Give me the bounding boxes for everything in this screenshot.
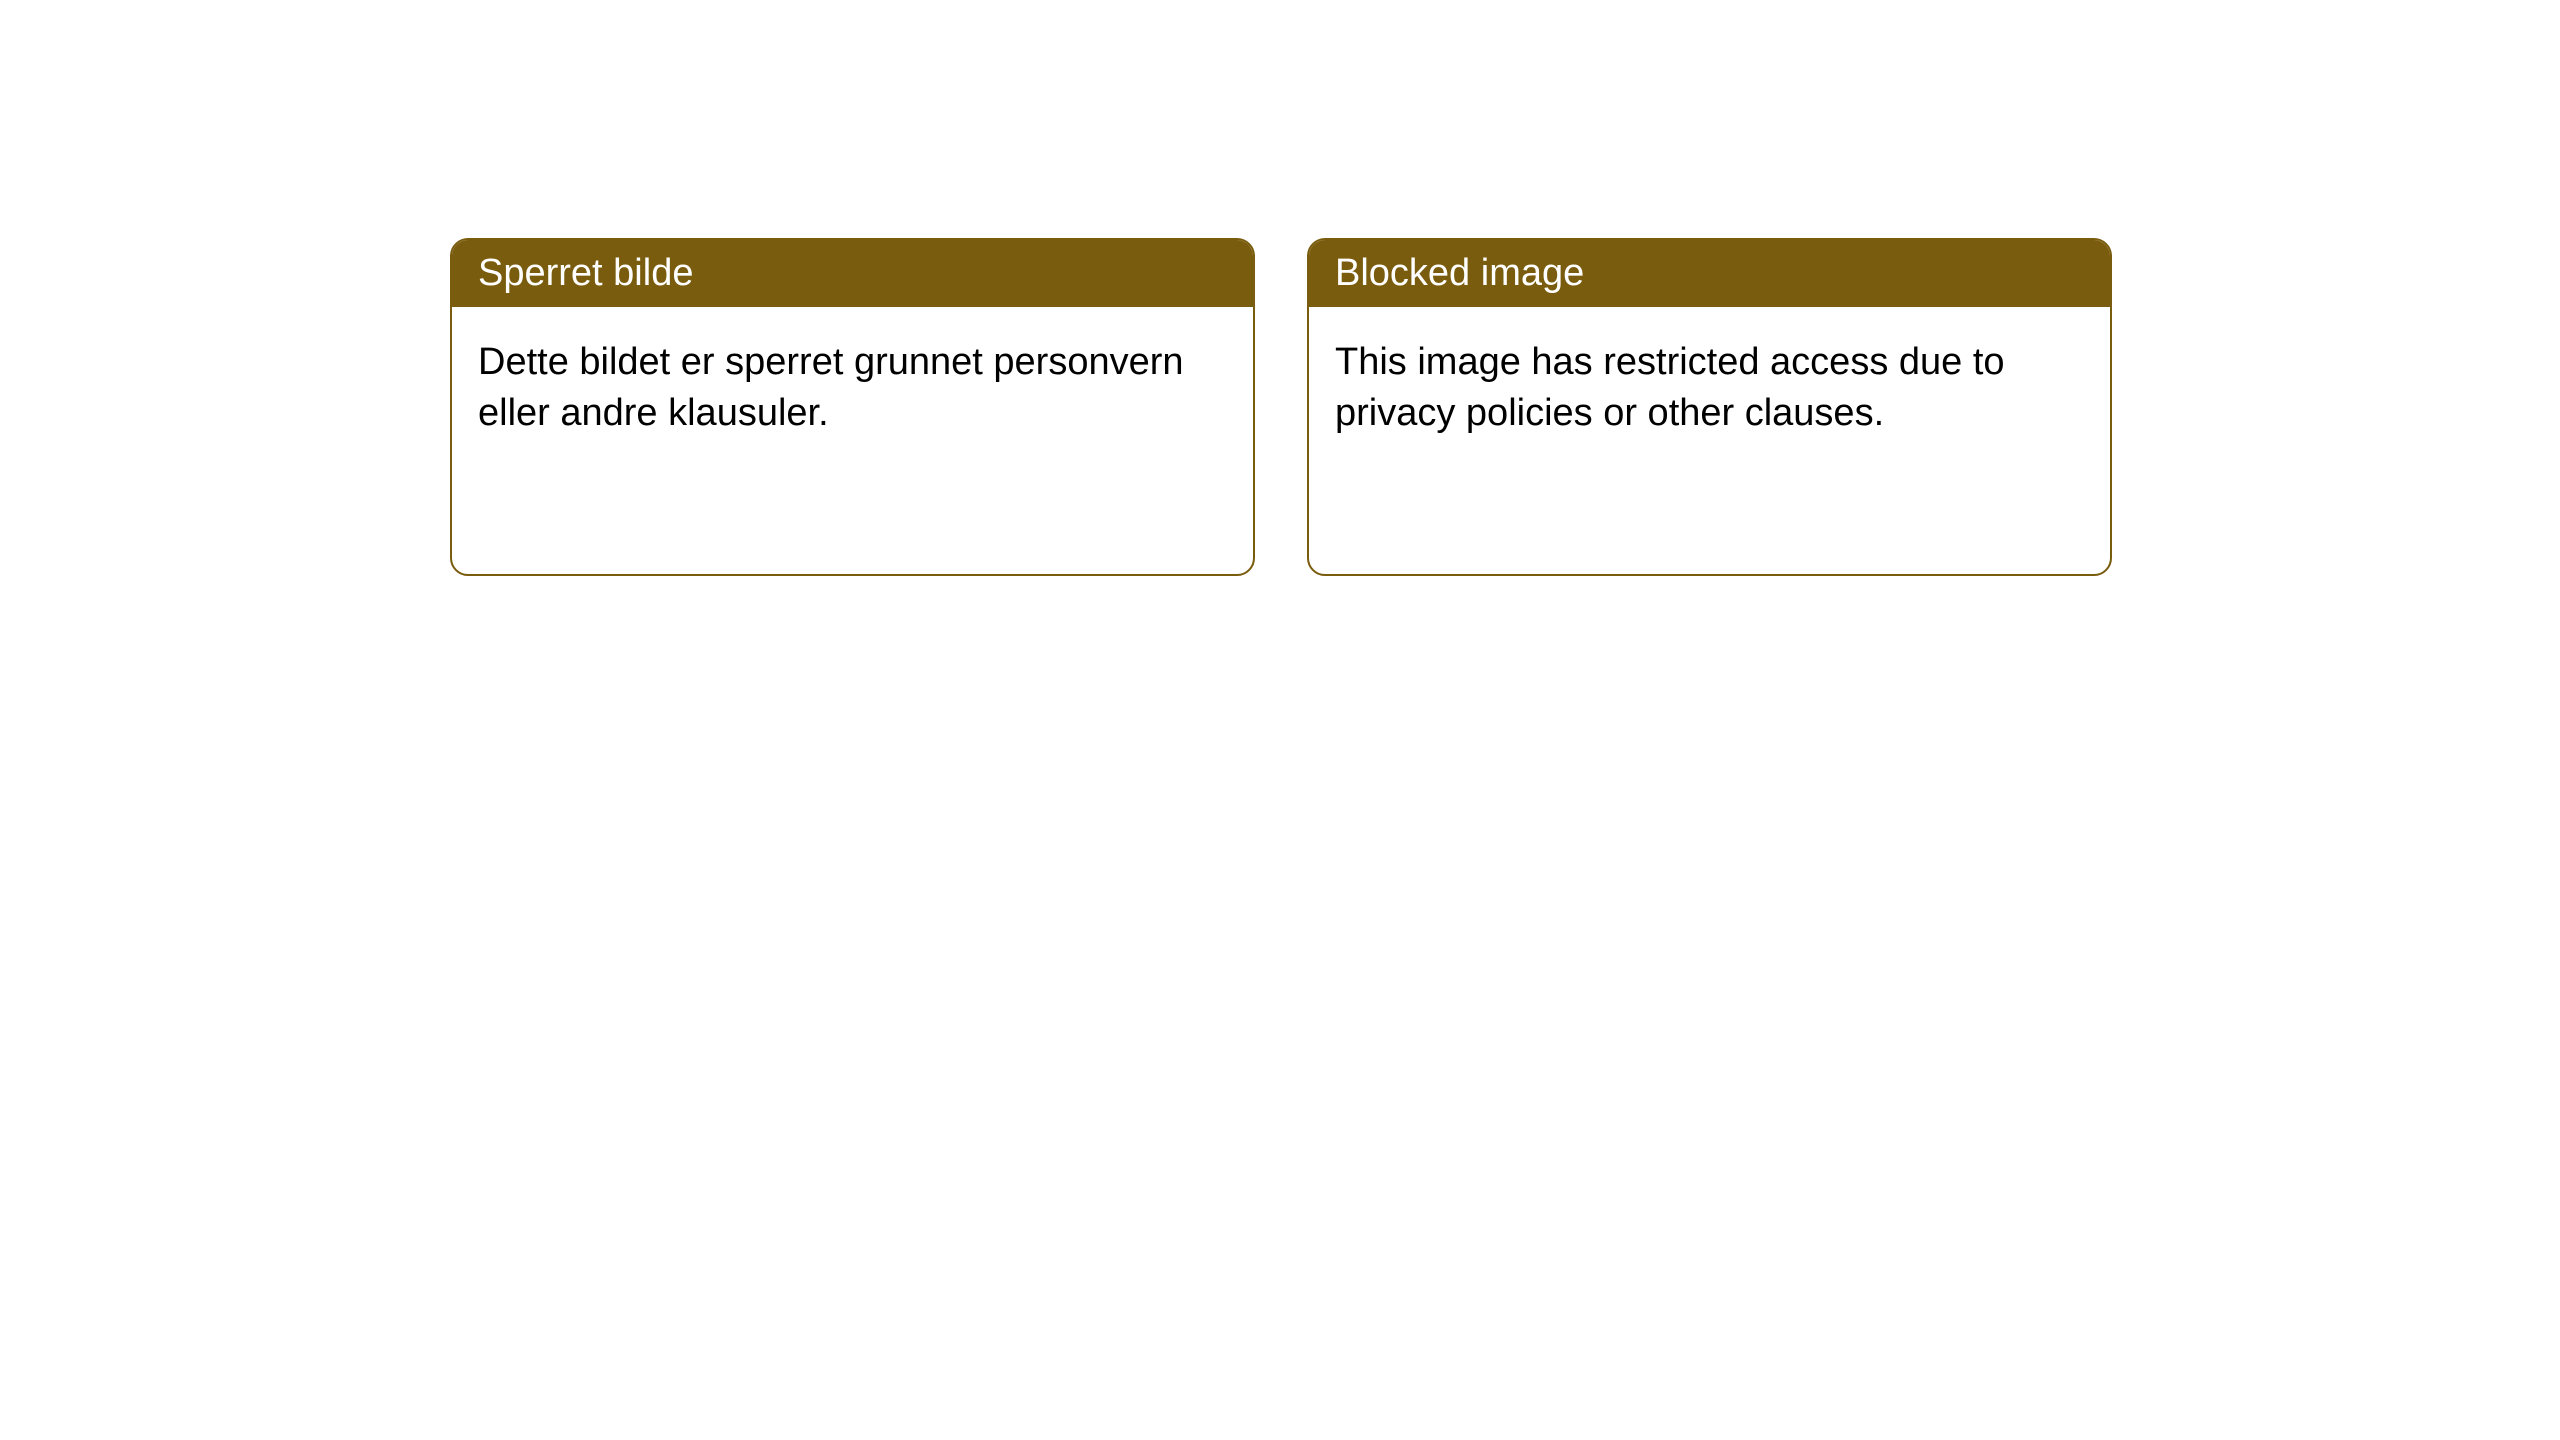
card-body-no: Dette bildet er sperret grunnet personve…	[452, 307, 1253, 470]
card-header-en: Blocked image	[1309, 240, 2110, 307]
blocked-image-card-en: Blocked image This image has restricted …	[1307, 238, 2112, 576]
card-body-en: This image has restricted access due to …	[1309, 307, 2110, 470]
notice-container: Sperret bilde Dette bildet er sperret gr…	[0, 0, 2560, 576]
card-header-no: Sperret bilde	[452, 240, 1253, 307]
blocked-image-card-no: Sperret bilde Dette bildet er sperret gr…	[450, 238, 1255, 576]
